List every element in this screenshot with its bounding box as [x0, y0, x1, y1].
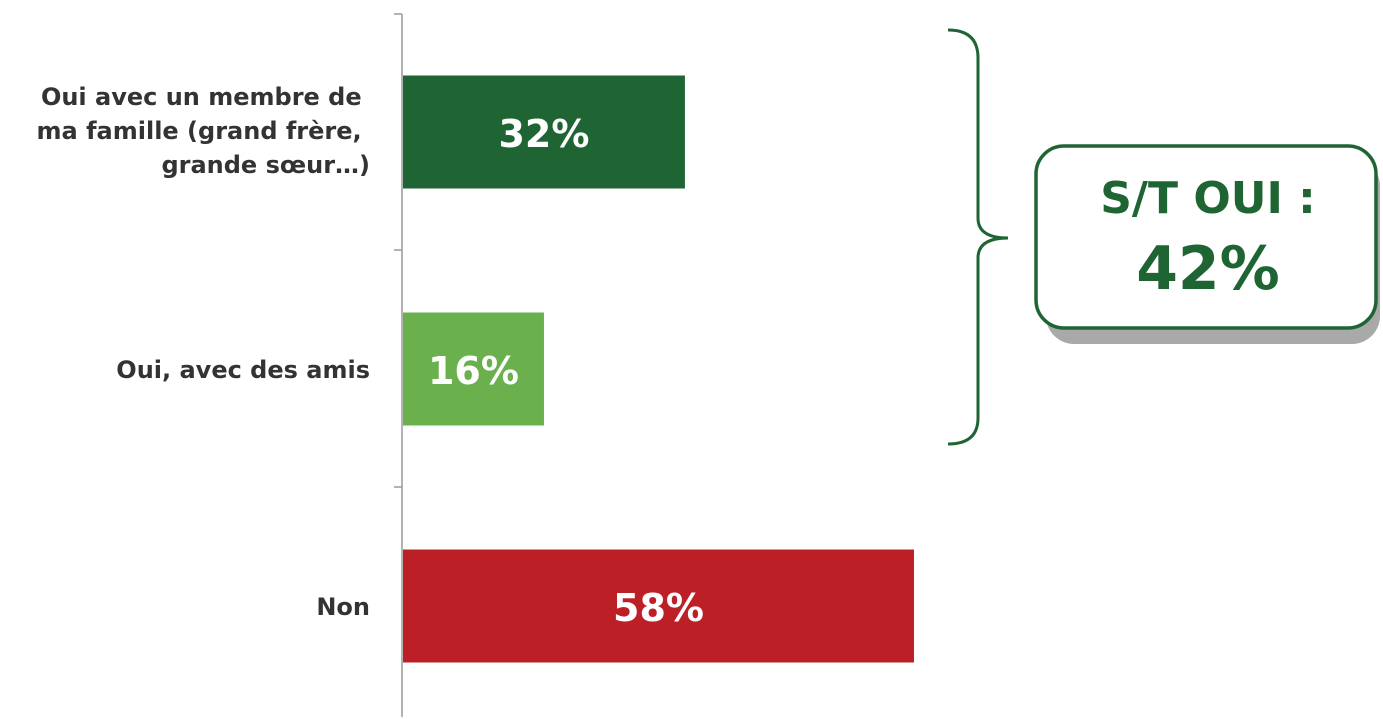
bar-famille — [403, 75, 685, 189]
category-label: Oui avec un membre de ma famille (grand … — [37, 83, 370, 179]
callout-title: S/T OUI : — [1100, 173, 1316, 224]
category-label: Non — [316, 593, 370, 621]
bar-value-label: 58% — [613, 586, 704, 630]
category-label: Oui, avec des amis — [116, 356, 370, 384]
bar-value-label: 16% — [428, 349, 519, 393]
bar-non — [403, 549, 914, 663]
callout-box — [1034, 144, 1378, 330]
bar-value-label: 32% — [498, 112, 589, 156]
grouping-brace — [947, 28, 1009, 446]
bar-amis — [403, 312, 544, 426]
callout-value: 42% — [1136, 234, 1280, 304]
